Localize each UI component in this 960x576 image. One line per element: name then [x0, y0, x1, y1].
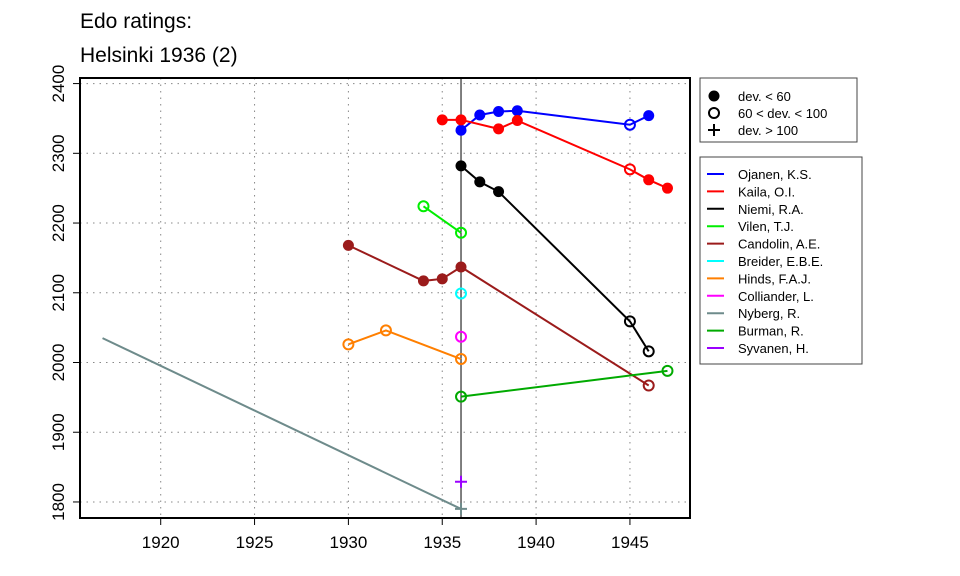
marker-open [455, 390, 468, 403]
marker-legend-label: dev. < 60 [738, 89, 791, 104]
marker-open [661, 364, 674, 377]
marker-plus [455, 502, 468, 515]
series-line [102, 337, 462, 510]
legend-label: Hinds, F.A.J. [738, 271, 811, 286]
marker-legend-label: 60 < dev. < 100 [738, 106, 827, 121]
marker-open [342, 338, 355, 351]
x-tick-label: 1940 [517, 533, 555, 552]
legend-label: Niemi, R.A. [738, 202, 804, 217]
marker-filled [493, 123, 505, 135]
marker-filled [342, 239, 354, 251]
y-tick-label: 1900 [49, 413, 68, 451]
marker-filled [643, 110, 655, 122]
series-legend: Ojanen, K.S. Kaila, O.I. Niemi, R.A. Vilen,… [699, 156, 863, 365]
series-line [422, 205, 462, 234]
series-line [460, 369, 668, 398]
y-tick-label: 2400 [49, 65, 68, 103]
x-tick-label: 1945 [611, 533, 649, 552]
chart-title-line-2: Helsinki 1936 (2) [80, 44, 238, 67]
legend-label: Candolin, A.E. [738, 237, 820, 252]
marker-filled [661, 182, 673, 194]
marker-open [455, 226, 468, 239]
marker-filled [511, 105, 523, 117]
x-tick-label: 1920 [142, 533, 180, 552]
y-tick-label: 1800 [49, 483, 68, 521]
marker-plus [455, 475, 468, 488]
series-legend-box [699, 156, 863, 365]
marker-filled [708, 90, 720, 102]
marker-plus [708, 124, 720, 136]
marker-open [379, 324, 392, 337]
marker-open [642, 345, 655, 358]
series-line [347, 244, 650, 387]
legend-label: Vilen, T.J. [738, 219, 794, 234]
plot-frame [79, 77, 691, 519]
marker-filled [474, 176, 486, 188]
x-tick-label: 1925 [236, 533, 274, 552]
marker-filled [643, 174, 655, 186]
legend-label: Breider, E.B.E. [738, 254, 823, 269]
y-tick-label: 2200 [49, 204, 68, 242]
legend-label: Syvanen, H. [738, 341, 809, 356]
legend-label: Colliander, L. [738, 289, 814, 304]
marker-filled [455, 261, 467, 273]
marker-filled [455, 160, 467, 172]
legend-label: Nyberg, R. [738, 306, 800, 321]
y-tick-label: 2100 [49, 274, 68, 312]
series-line [348, 329, 462, 360]
marker-open [455, 287, 468, 300]
y-tick-label: 2300 [49, 134, 68, 172]
marker-legend-label: dev. > 100 [738, 123, 798, 138]
legend-label: Kaila, O.I. [738, 184, 795, 199]
marker-open [708, 107, 720, 119]
series-line [460, 165, 650, 352]
marker-filled [455, 114, 467, 126]
marker-filled [436, 273, 448, 285]
marker-legend-box [699, 77, 858, 143]
marker-filled [436, 114, 448, 126]
legend-label: Ojanen, K.S. [738, 167, 812, 182]
marker-open [642, 379, 655, 392]
marker-filled [511, 115, 523, 127]
y-tick-label: 2000 [49, 344, 68, 382]
marker-filled [474, 109, 486, 121]
marker-filled [493, 105, 505, 117]
marker-filled [455, 124, 467, 136]
x-tick-label: 1930 [329, 533, 367, 552]
marker-open [455, 330, 468, 343]
marker-open [623, 118, 636, 131]
series-group [102, 105, 674, 515]
grid [80, 78, 690, 518]
marker-filled [417, 275, 429, 287]
marker-filled [493, 186, 505, 198]
chart-title-line-1: Edo ratings: [80, 10, 192, 33]
x-tick-label: 1935 [423, 533, 461, 552]
legend-label: Burman, R. [738, 324, 804, 339]
axes: 1920 1925 1930 1935 1940 1945 1800 1900 2000 2100… [49, 65, 649, 552]
marker-open [623, 163, 636, 176]
marker-open [623, 315, 636, 328]
marker-open [455, 353, 468, 366]
marker-legend: dev. < 60 60 < dev. < 100 dev. > 100 [699, 77, 858, 143]
marker-open [417, 200, 430, 213]
